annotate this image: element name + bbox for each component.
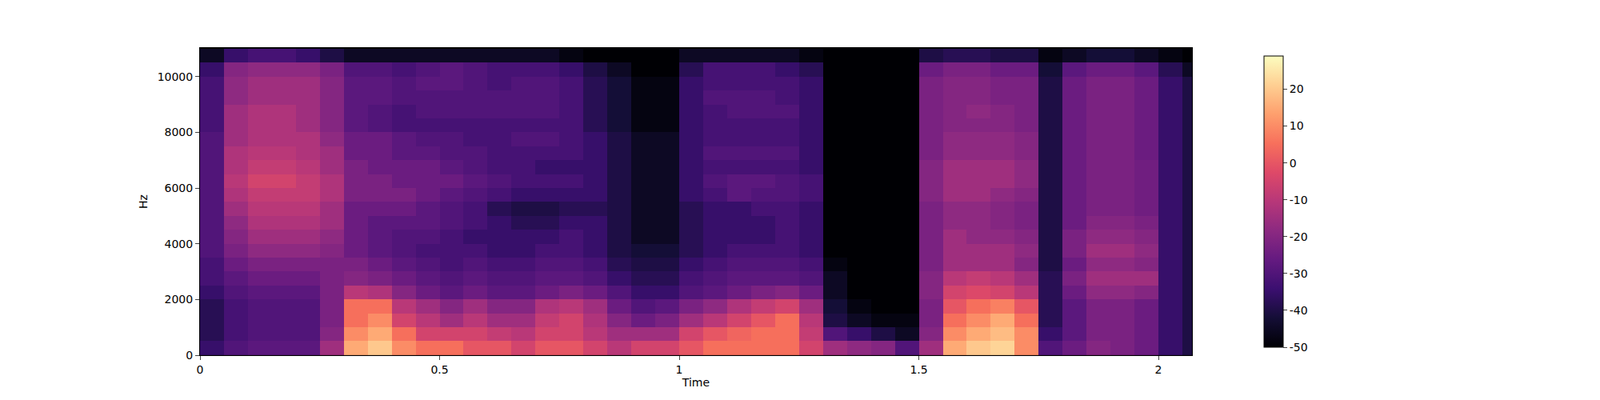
svg-text:Time: Time [681, 376, 710, 389]
svg-text:2000: 2000 [164, 292, 194, 306]
svg-text:-10: -10 [1289, 193, 1308, 207]
svg-text:1.5: 1.5 [909, 363, 928, 376]
svg-text:6000: 6000 [164, 181, 194, 195]
svg-text:2: 2 [1155, 363, 1163, 376]
svg-text:-30: -30 [1289, 267, 1308, 280]
svg-text:0.5: 0.5 [430, 363, 448, 376]
svg-text:-50: -50 [1289, 340, 1308, 354]
svg-text:10: 10 [1289, 119, 1304, 132]
svg-text:Hz: Hz [136, 194, 150, 209]
svg-text:0: 0 [196, 363, 204, 376]
svg-text:-20: -20 [1289, 230, 1308, 244]
svg-text:4000: 4000 [164, 237, 194, 251]
svg-text:0: 0 [1289, 156, 1297, 170]
svg-text:1: 1 [676, 363, 684, 376]
svg-text:10000: 10000 [157, 70, 194, 84]
svg-text:20: 20 [1289, 82, 1304, 96]
svg-text:8000: 8000 [164, 125, 194, 139]
svg-text:-40: -40 [1289, 304, 1308, 317]
svg-text:0: 0 [185, 348, 193, 362]
